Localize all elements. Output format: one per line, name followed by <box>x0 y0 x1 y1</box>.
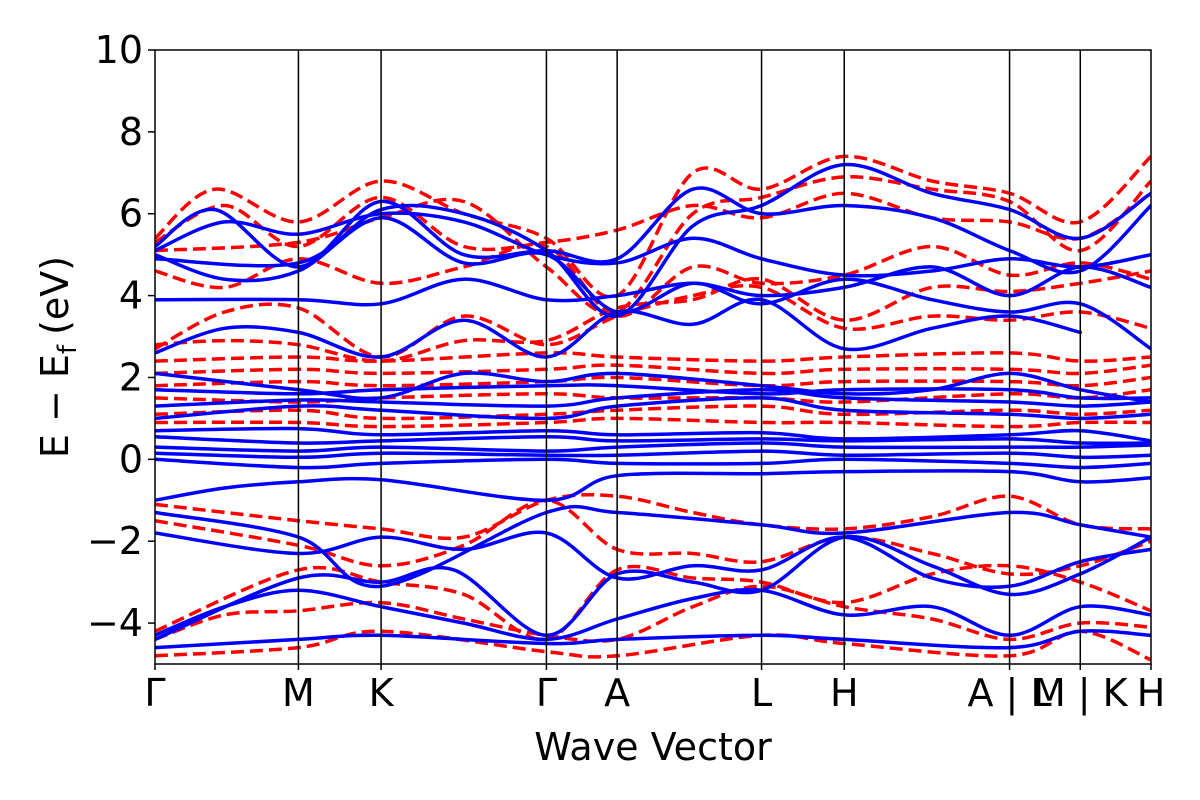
plot-frame <box>154 49 1152 665</box>
y-tick-label-1: −2 <box>87 519 143 563</box>
spin-down-band-14 <box>155 191 1151 252</box>
y-axis-label-unit: (eV) <box>33 256 77 335</box>
spin-up-band-12 <box>155 387 1151 408</box>
spin-down-band-6 <box>155 404 1151 421</box>
x-axis-label: Wave Vector <box>534 725 772 769</box>
spin-up-band-19 <box>155 186 1151 275</box>
x-tick-label-5: L <box>751 671 772 715</box>
y-tick-label-6: 8 <box>119 110 143 154</box>
spin-down-band-10 <box>155 351 1151 363</box>
y-axis-label: E − Ef (eV) <box>33 256 83 458</box>
spin-down-band-5 <box>155 416 1151 429</box>
spin-up-band-0 <box>155 629 1151 650</box>
y-axis-label-subscript: f <box>53 344 83 354</box>
spin-down-band-1 <box>155 584 1151 643</box>
spin-up-band-5 <box>155 469 1151 503</box>
spin-up-band-8 <box>155 441 1151 453</box>
x-tick-label-4: A <box>604 671 630 715</box>
spin-up-band-2 <box>155 534 1151 642</box>
spin-down-band-15 <box>155 154 1151 299</box>
x-tick-label-8: M | K <box>1033 671 1129 716</box>
bands-layer <box>155 154 1151 662</box>
y-tick-label-7: 10 <box>95 28 143 72</box>
x-tick-label-2: K <box>369 671 395 715</box>
kpoint-lines <box>297 50 1082 664</box>
x-tick-label-0: Γ <box>144 671 165 715</box>
y-tick-label-0: −4 <box>87 601 143 645</box>
x-tick-label-6: H <box>830 671 859 715</box>
spin-up-band-7 <box>155 449 1151 460</box>
y-tick-label-2: 0 <box>119 437 143 481</box>
y-tick-label-5: 6 <box>119 192 143 236</box>
y-tick-label-3: 2 <box>119 355 143 399</box>
spin-up-band-9 <box>155 435 1151 446</box>
spin-down-band-12 <box>155 269 1151 363</box>
spin-down-band-8 <box>155 375 1151 388</box>
spin-up-band-6 <box>155 457 1151 470</box>
y-axis-label-main: E − E <box>33 354 77 458</box>
spin-up-band-10 <box>155 426 1151 443</box>
spin-down-band-3 <box>155 498 1151 577</box>
spin-up-band-4 <box>155 504 1151 589</box>
spin-up-band-13 <box>155 383 1151 401</box>
x-tick-label-1: M <box>282 671 315 715</box>
y-axis: −4 −2 0 2 4 6 8 10 <box>87 28 155 645</box>
spin-down-band-4 <box>155 493 1151 541</box>
y-tick-label-4: 4 <box>119 274 143 318</box>
x-tick-label-9: H <box>1137 671 1166 715</box>
spin-up-band-18 <box>155 211 1151 278</box>
spin-down-band-0 <box>155 629 1151 662</box>
x-tick-label-3: Γ <box>536 671 557 715</box>
spin-down-band-9 <box>155 363 1151 376</box>
spin-up-band-1 <box>155 587 1151 642</box>
spin-up-band-11 <box>155 396 1151 421</box>
spin-up-band-3 <box>155 530 1151 589</box>
x-tick-label-7: A | L <box>967 671 1051 716</box>
